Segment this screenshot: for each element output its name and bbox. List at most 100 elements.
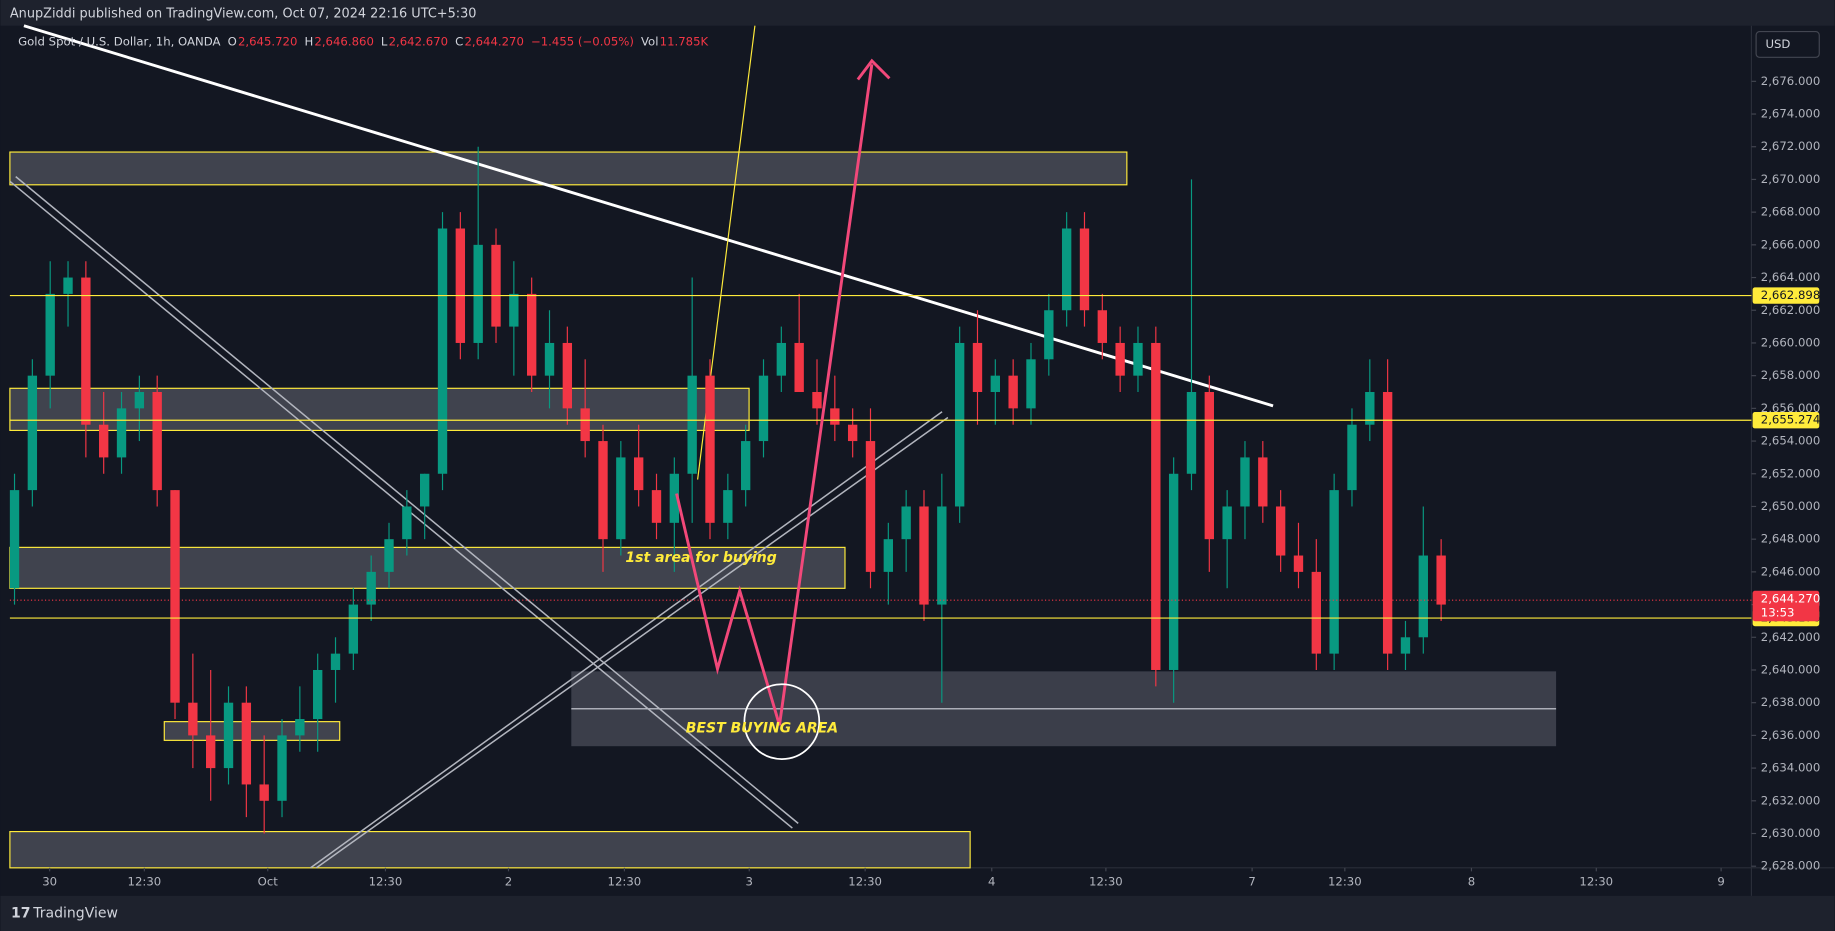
candle-body [1222,506,1232,540]
candle-body [45,293,55,376]
candle-body [402,506,412,540]
y-tick-label: 2,676.000 [1761,74,1820,88]
candle-body [1418,555,1428,638]
legend-title: Gold Spot / U.S. Dollar, 1h, OANDA [18,35,220,49]
x-tick-label: 12:30 [608,874,642,888]
y-tick-label: 2,660.000 [1761,335,1820,349]
y-tick-label: 2,652.000 [1761,466,1820,480]
channel-line [315,416,949,869]
candle-body [723,490,733,523]
candle-body [687,375,697,474]
currency-button[interactable] [1755,30,1820,58]
y-tick-label: 2,664.000 [1761,270,1820,284]
candle-body [651,490,662,523]
annotation: BEST BUYING AREA [686,721,838,737]
candle-body [63,277,73,294]
legend-value: 2,646.860 [314,35,373,49]
countdown: 13:53 [1761,606,1795,620]
candle-body [313,669,323,720]
candle-body [954,342,965,507]
candle-body [1079,228,1090,311]
projection-path [675,64,874,726]
legend-key: H [304,35,313,49]
candle-body [616,457,626,540]
y-tick-label: 2,658.000 [1761,368,1820,382]
x-tick-label: 3 [746,874,753,888]
candle-body [473,244,483,343]
legend-key: Vol [641,35,659,49]
candle-body [812,392,822,409]
x-tick-label: Oct [258,874,279,888]
candle-body [455,228,466,343]
x-tick-label: 12:30 [848,874,882,888]
y-tick-label: 2,662.000 [1761,303,1820,317]
candle-body [241,702,252,785]
candle-body [847,424,858,442]
candle-body [633,457,644,491]
candle-body [1240,457,1250,507]
candle-body [937,506,947,605]
candle-body [1329,490,1339,654]
x-tick-label: 12:30 [128,874,162,888]
footer-brand: TradingView [32,905,118,921]
legend-value: 2,644.270 [464,35,523,49]
candle-body [794,342,804,393]
candle-body [1347,424,1357,491]
candle-body [277,735,287,801]
candle-body [1008,375,1018,409]
candle-body [580,408,590,442]
y-tick-label: 2,642.000 [1761,630,1820,644]
y-tick-label: 2,628.000 [1761,859,1820,873]
candle-body [295,719,305,736]
candle-body [544,342,555,376]
x-tick-label: 12:30 [1579,874,1613,888]
candle-body [990,375,1000,393]
candle-body [81,277,91,425]
candle-body [901,506,911,540]
candle-body [99,424,109,458]
channel-line [310,411,943,869]
candle-body [1275,506,1286,556]
candle-body [1133,342,1143,376]
arrow-head [856,58,891,81]
candle-body [1151,342,1161,670]
candle-body [1311,571,1321,654]
candle-body [1400,637,1411,654]
candle-body [740,441,751,491]
candle-body [758,375,769,442]
candle-body [562,342,573,409]
candle-body [865,441,876,572]
y-tick-label: 2,668.000 [1761,205,1820,219]
candle-body [883,539,894,572]
candle-body [330,653,341,670]
y-tick-label: 2,640.000 [1761,662,1820,676]
candle-body [1168,473,1179,670]
candle-body [437,228,448,474]
zone [9,151,1128,186]
candle-body [1061,228,1072,311]
header-bar [0,0,1835,26]
y-tick-label: 2,666.000 [1761,237,1820,251]
candle-body [188,702,198,736]
y-tick-label: 2,632.000 [1761,793,1820,807]
candle-body [1436,555,1446,605]
candle-body [152,392,162,491]
candle-body [1186,392,1197,474]
logo-mark: 17 [11,905,31,921]
y-tick-label: 2,634.000 [1761,761,1820,775]
legend-change: −1.455 (−0.05%) [531,35,634,49]
price-label: 2,662.898 [1761,288,1820,302]
last-price-label: 2,644.270 [1761,591,1820,605]
y-tick-label: 2,648.000 [1761,532,1820,546]
candle-body [1382,392,1393,654]
currency[interactable]: USD [1765,37,1790,51]
x-tick-label: 9 [1717,874,1724,888]
y-tick-label: 2,636.000 [1761,728,1820,742]
candle-body [134,392,145,409]
candle-body [776,342,787,376]
candle-body [27,375,38,491]
candle-body [384,539,394,572]
candle-body [1365,392,1375,425]
candle-body [1097,310,1107,343]
